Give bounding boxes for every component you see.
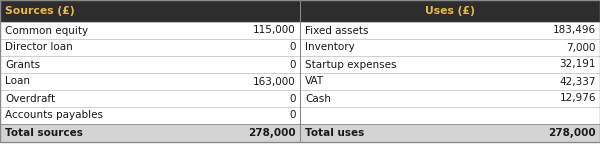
Bar — [0, 90, 300, 107]
Text: 0: 0 — [290, 60, 296, 70]
Text: Inventory: Inventory — [305, 42, 355, 52]
Text: VAT: VAT — [305, 76, 324, 86]
Text: 183,496: 183,496 — [553, 25, 596, 35]
Bar — [300, 124, 600, 142]
Text: Cash: Cash — [305, 93, 331, 103]
Text: Startup expenses: Startup expenses — [305, 60, 397, 70]
Bar — [0, 22, 300, 39]
Text: Common equity: Common equity — [5, 25, 88, 35]
Bar — [300, 73, 600, 90]
Text: Fixed assets: Fixed assets — [305, 25, 368, 35]
Text: Sources (£): Sources (£) — [5, 6, 74, 16]
Text: 7,000: 7,000 — [566, 42, 596, 52]
Bar — [0, 73, 300, 90]
Text: Uses (£): Uses (£) — [425, 6, 475, 16]
Text: Accounts payables: Accounts payables — [5, 111, 103, 121]
Text: Loan: Loan — [5, 76, 30, 86]
Text: Total uses: Total uses — [305, 128, 364, 138]
Text: 278,000: 278,000 — [248, 128, 296, 138]
Text: Overdraft: Overdraft — [5, 93, 55, 103]
Bar — [0, 107, 300, 124]
Text: 115,000: 115,000 — [253, 25, 296, 35]
Bar — [300, 56, 600, 73]
Text: 42,337: 42,337 — [560, 76, 596, 86]
Text: Director loan: Director loan — [5, 42, 73, 52]
Text: 278,000: 278,000 — [548, 128, 596, 138]
Text: 0: 0 — [290, 93, 296, 103]
Bar — [0, 39, 300, 56]
Text: 0: 0 — [290, 42, 296, 52]
Text: 12,976: 12,976 — [560, 93, 596, 103]
Text: Total sources: Total sources — [5, 128, 83, 138]
Bar — [0, 124, 300, 142]
Bar — [300, 90, 600, 107]
Bar — [300, 39, 600, 56]
Bar — [300, 22, 600, 39]
Text: Grants: Grants — [5, 60, 40, 70]
Bar — [300, 107, 600, 124]
Text: 163,000: 163,000 — [253, 76, 296, 86]
Bar — [0, 56, 300, 73]
Text: 0: 0 — [290, 111, 296, 121]
Bar — [0, 0, 600, 22]
Text: 32,191: 32,191 — [560, 60, 596, 70]
